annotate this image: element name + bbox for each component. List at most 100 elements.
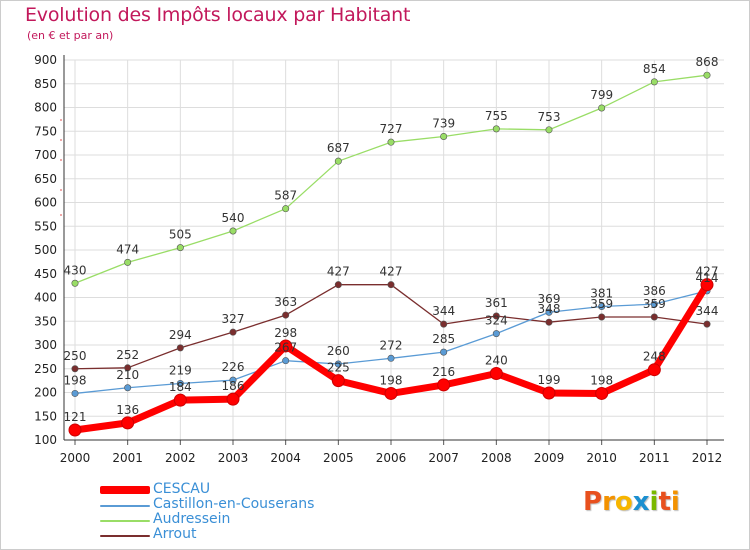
legend-label-arrout: Arrout <box>153 526 197 542</box>
data-point <box>279 339 293 353</box>
y-tick-label: 900 <box>34 53 57 67</box>
y-tick-label: 600 <box>34 196 57 210</box>
data-label: 198 <box>380 373 403 387</box>
data-point <box>598 313 606 321</box>
data-point <box>387 281 395 289</box>
data-label: 427 <box>696 265 719 279</box>
data-label: 386 <box>643 284 666 298</box>
data-label: 285 <box>432 332 455 346</box>
data-label: 361 <box>485 296 508 310</box>
x-tick-label: 2011 <box>639 451 670 465</box>
data-label: 687 <box>327 141 350 155</box>
data-label: 359 <box>590 297 613 311</box>
legend-label-audressein: Audressein <box>153 511 231 527</box>
y-tick-label: 100 <box>34 433 57 447</box>
data-point <box>229 328 237 336</box>
data-point <box>173 393 187 407</box>
y-tick-label: 150 <box>34 409 57 423</box>
data-point <box>545 126 553 134</box>
x-tick-label: 2010 <box>586 451 617 465</box>
data-label: 225 <box>327 361 350 375</box>
y-tick-label: 650 <box>34 172 57 186</box>
data-point <box>703 71 711 79</box>
x-tick-label: 2005 <box>323 451 354 465</box>
data-point <box>124 258 132 266</box>
x-tick-label: 2004 <box>270 451 301 465</box>
data-point <box>68 423 82 437</box>
x-tick-label: 2001 <box>112 451 143 465</box>
data-label: 799 <box>590 88 613 102</box>
x-tick-label: 2003 <box>218 451 249 465</box>
logo-letter: P <box>583 487 603 517</box>
y-tick-label: 700 <box>34 148 57 162</box>
y-tick-label: 550 <box>34 219 57 233</box>
data-point <box>440 348 448 356</box>
y-tick-label: 250 <box>34 362 57 376</box>
data-point <box>334 157 342 165</box>
proxiti-logo: Proxiti <box>583 487 680 517</box>
data-point <box>282 357 290 365</box>
logo-letter: x <box>632 487 650 517</box>
data-point <box>647 363 661 377</box>
data-label: 324 <box>485 314 508 328</box>
data-point <box>440 320 448 328</box>
data-point <box>124 384 132 392</box>
data-point <box>542 386 556 400</box>
data-point <box>124 364 132 372</box>
data-label: 226 <box>222 360 245 374</box>
data-label: 198 <box>64 373 87 387</box>
data-point <box>176 244 184 252</box>
data-label: 252 <box>116 348 139 362</box>
logo-letter: t <box>658 487 671 517</box>
data-label: 344 <box>432 304 455 318</box>
data-point <box>71 365 79 373</box>
data-point <box>492 330 500 338</box>
x-tick-label: 2000 <box>60 451 91 465</box>
data-point <box>282 205 290 213</box>
data-point <box>598 303 606 311</box>
data-point <box>650 78 658 86</box>
x-tick-label: 2002 <box>165 451 196 465</box>
data-label: 327 <box>222 312 245 326</box>
data-label: 753 <box>538 110 561 124</box>
data-label: 854 <box>643 62 666 76</box>
data-point <box>437 378 451 392</box>
logo-letter: r <box>602 487 615 517</box>
data-point <box>334 281 342 289</box>
data-point <box>700 278 714 292</box>
y-tick-label: 400 <box>34 291 57 305</box>
data-point <box>440 132 448 140</box>
data-label: 381 <box>590 287 613 301</box>
data-point <box>176 379 184 387</box>
logo-letter: i <box>649 487 659 517</box>
y-tick-label: 300 <box>34 338 57 352</box>
data-point <box>598 104 606 112</box>
data-label: 739 <box>432 116 455 130</box>
x-tick-label: 2009 <box>534 451 565 465</box>
data-label: 344 <box>696 304 719 318</box>
data-label: 240 <box>485 354 508 368</box>
data-label: 587 <box>274 189 297 203</box>
legend-swatch-arrout <box>100 535 150 537</box>
legend-label-castillon: Castillon-en-Couserans <box>153 496 315 512</box>
data-point <box>650 300 658 308</box>
data-point <box>650 313 658 321</box>
data-label: 348 <box>538 302 561 316</box>
legend-label-cescau: CESCAU <box>153 481 211 497</box>
data-label: 427 <box>380 265 403 279</box>
data-label: 136 <box>116 403 139 417</box>
data-point <box>282 311 290 319</box>
data-label: 359 <box>643 297 666 311</box>
data-point <box>331 374 345 388</box>
data-point <box>229 376 237 384</box>
legend-swatch-castillon <box>100 505 150 507</box>
logo-letter: i <box>670 487 680 517</box>
data-point <box>492 312 500 320</box>
data-label: 427 <box>327 265 350 279</box>
data-label: 199 <box>538 373 561 387</box>
y-tick-label: 450 <box>34 267 57 281</box>
data-label: 414 <box>696 271 719 285</box>
logo-letter: o <box>614 487 633 517</box>
legend-swatch-cescau <box>100 486 150 494</box>
